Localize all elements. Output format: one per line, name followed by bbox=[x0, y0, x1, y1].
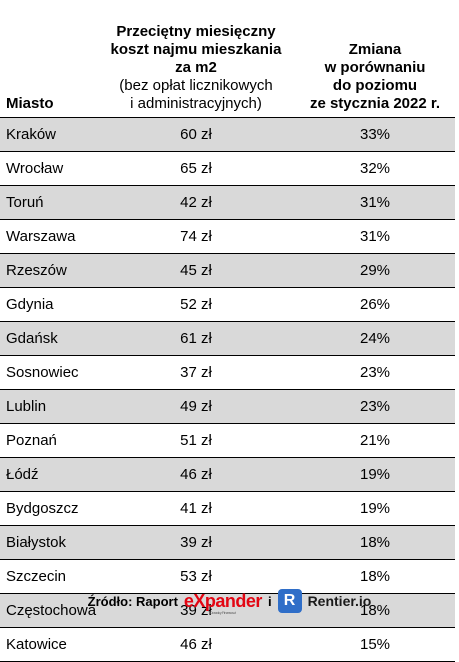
table-row: Szczecin 53 zł 18% bbox=[0, 559, 455, 594]
change-cell: 21% bbox=[295, 423, 455, 458]
header-change-line1: Zmiana bbox=[348, 40, 402, 58]
header-cost-line2: koszt najmu mieszkania bbox=[110, 40, 282, 58]
city-cell: Lublin bbox=[0, 389, 97, 424]
cost-cell: 41 zł bbox=[97, 491, 295, 526]
change-cell: 15% bbox=[295, 627, 455, 662]
source-label: Źródło: Raport bbox=[87, 593, 178, 609]
city-cell: Katowice bbox=[0, 627, 97, 662]
header-change-line3: do poziomu bbox=[332, 76, 418, 94]
cost-cell: 46 zł bbox=[97, 457, 295, 492]
cost-cell: 60 zł bbox=[97, 116, 295, 152]
cost-cell: 49 zł bbox=[97, 389, 295, 424]
table-row: Poznań 51 zł 21% bbox=[0, 423, 455, 458]
change-cell: 32% bbox=[295, 151, 455, 186]
change-cell: 31% bbox=[295, 185, 455, 220]
table-body: Kraków 60 zł 33% Wrocław 65 zł 32% Toruń… bbox=[0, 116, 455, 662]
change-cell: 23% bbox=[295, 355, 455, 390]
header-cost-note2: i administracyjnych) bbox=[130, 94, 262, 112]
table-row: Rzeszów 45 zł 29% bbox=[0, 253, 455, 288]
table-row: Sosnowiec 37 zł 23% bbox=[0, 355, 455, 390]
table-row: Łódź 46 zł 19% bbox=[0, 457, 455, 492]
change-cell: 18% bbox=[295, 559, 455, 594]
table-row: Kraków 60 zł 33% bbox=[0, 116, 455, 152]
header-change-line2: w porównaniu bbox=[324, 58, 426, 76]
header-cost-line1: Przeciętny miesięczny bbox=[116, 22, 276, 40]
cost-cell: 45 zł bbox=[97, 253, 295, 288]
table-row: Lublin 49 zł 23% bbox=[0, 389, 455, 424]
table-row: Gdańsk 61 zł 24% bbox=[0, 321, 455, 356]
header-change: Zmiana w porównaniu do poziomu ze styczn… bbox=[295, 0, 455, 117]
city-cell: Sosnowiec bbox=[0, 355, 97, 390]
rentier-brand-text: Rentier.io bbox=[307, 593, 372, 609]
change-cell: 33% bbox=[295, 116, 455, 152]
header-city: Miasto bbox=[6, 94, 54, 112]
cost-cell: 37 zł bbox=[97, 355, 295, 390]
city-cell: Toruń bbox=[0, 185, 97, 220]
cost-cell: 42 zł bbox=[97, 185, 295, 220]
header-cost-line3: za m2 bbox=[175, 58, 217, 76]
cost-cell: 46 zł bbox=[97, 627, 295, 662]
change-cell: 18% bbox=[295, 593, 455, 628]
cost-cell: 52 zł bbox=[97, 287, 295, 322]
city-cell: Gdynia bbox=[0, 287, 97, 322]
cost-cell: 39 zł bbox=[97, 525, 295, 560]
header-cost: Przeciętny miesięczny koszt najmu mieszk… bbox=[97, 0, 295, 117]
city-cell: Poznań bbox=[0, 423, 97, 458]
header-cost-note1: (bez opłat licznikowych bbox=[119, 76, 273, 94]
change-cell: 31% bbox=[295, 219, 455, 254]
city-cell: Kraków bbox=[0, 116, 97, 152]
connector-text: i bbox=[267, 593, 272, 609]
cost-cell: 74 zł bbox=[97, 219, 295, 254]
city-cell: Białystok bbox=[0, 525, 97, 560]
expander-logo: eXpander Doradcy Finansowi bbox=[183, 590, 263, 615]
table-row: Warszawa 74 zł 31% bbox=[0, 219, 455, 254]
table-row: Bydgoszcz 41 zł 19% bbox=[0, 491, 455, 526]
city-cell: Bydgoszcz bbox=[0, 491, 97, 526]
city-cell: Łódź bbox=[0, 457, 97, 492]
table-row: Białystok 39 zł 18% bbox=[0, 525, 455, 560]
cost-cell: 51 zł bbox=[97, 423, 295, 458]
change-cell: 26% bbox=[295, 287, 455, 322]
table-row: Katowice 46 zł 15% bbox=[0, 627, 455, 662]
table-row: Toruń 42 zł 31% bbox=[0, 185, 455, 220]
change-cell: 29% bbox=[295, 253, 455, 288]
change-cell: 19% bbox=[295, 491, 455, 526]
page: Miasto Przeciętny miesięczny koszt najmu… bbox=[0, 23, 459, 662]
change-cell: 19% bbox=[295, 457, 455, 492]
expander-brand-text: eXpander bbox=[183, 590, 263, 611]
city-cell: Gdańsk bbox=[0, 321, 97, 356]
city-cell: Wrocław bbox=[0, 151, 97, 186]
rentier-logo-icon: R bbox=[277, 589, 302, 613]
change-cell: 18% bbox=[295, 525, 455, 560]
table-row: Gdynia 52 zł 26% bbox=[0, 287, 455, 322]
header-change-line4: ze stycznia 2022 r. bbox=[309, 94, 441, 112]
change-cell: 24% bbox=[295, 321, 455, 356]
cost-cell: 65 zł bbox=[97, 151, 295, 186]
cost-cell: 61 zł bbox=[97, 321, 295, 356]
table-row: Częstochowa 39 zł 18% bbox=[0, 593, 455, 628]
expander-tagline: Doradcy Finansowi bbox=[209, 609, 236, 615]
table-row: Wrocław 65 zł 32% bbox=[0, 151, 455, 186]
table-header-row: Miasto Przeciętny miesięczny koszt najmu… bbox=[0, 0, 455, 117]
city-cell: Rzeszów bbox=[0, 253, 97, 288]
city-cell: Warszawa bbox=[0, 219, 97, 254]
city-cell: Szczecin bbox=[0, 559, 97, 594]
change-cell: 23% bbox=[295, 389, 455, 424]
source-footer: Źródło: Raport eXpander Doradcy Finansow… bbox=[0, 586, 459, 616]
cost-cell: 53 zł bbox=[97, 559, 295, 594]
